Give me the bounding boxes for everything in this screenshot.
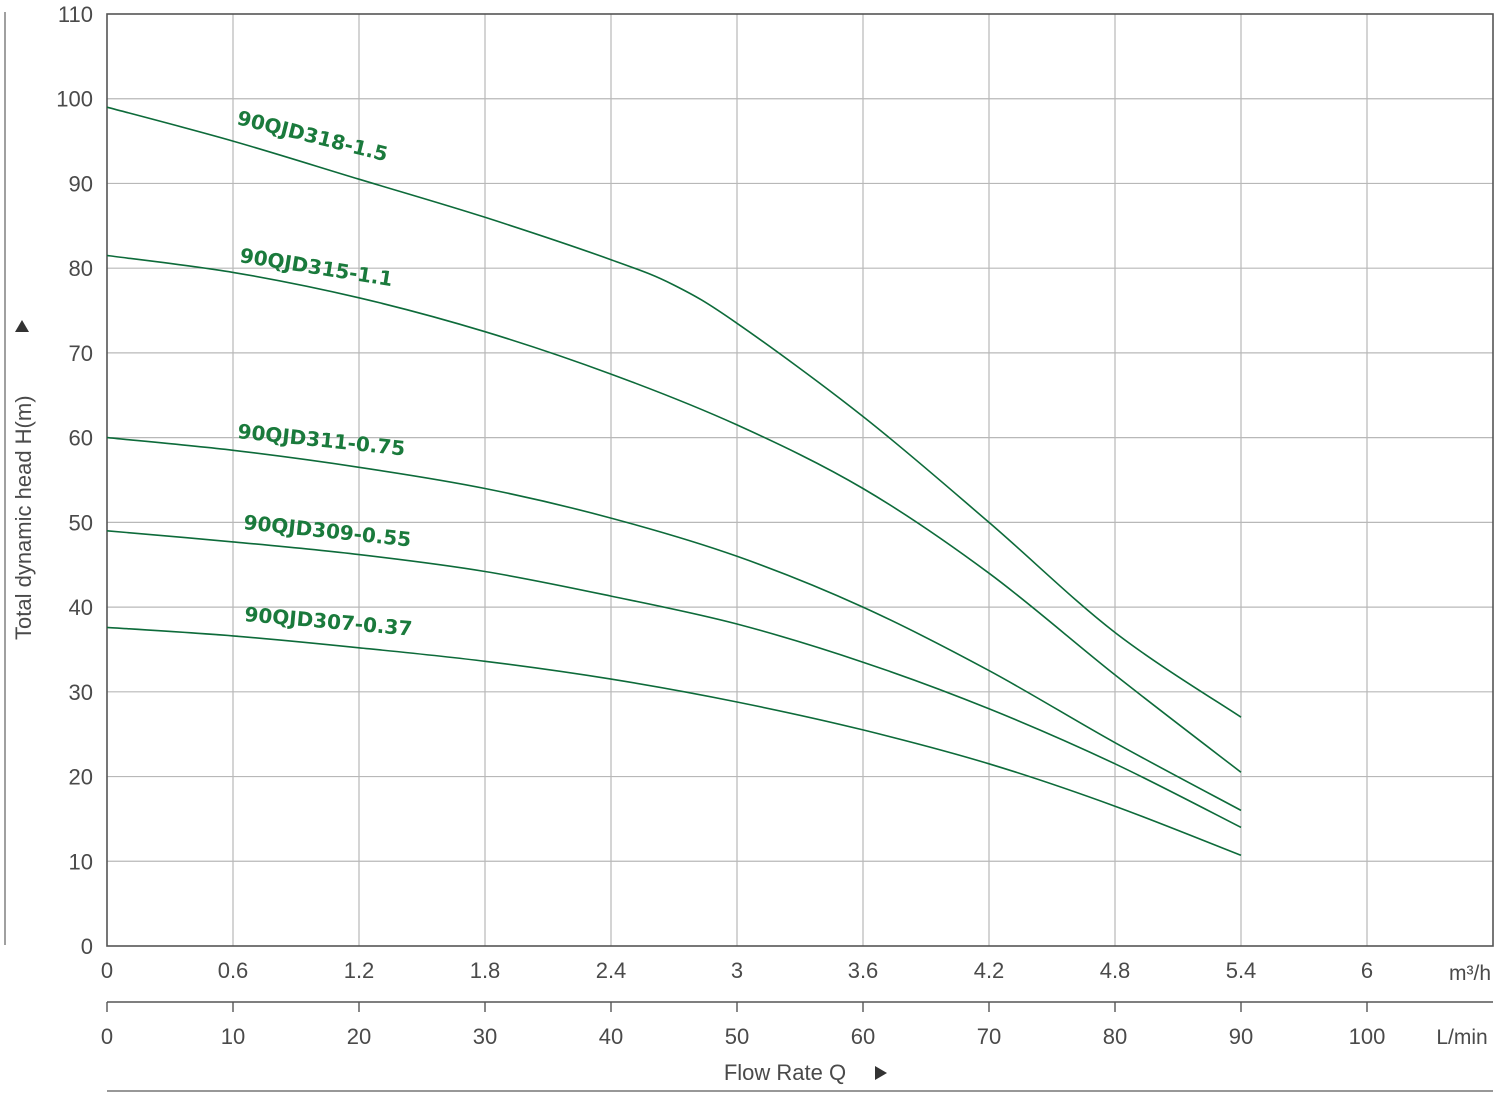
x-tick-label-lmin: 50 bbox=[725, 1024, 749, 1049]
y-axis-arrow-icon bbox=[15, 320, 29, 332]
x-tick-label-m3h: 0.6 bbox=[218, 958, 249, 983]
x-tick-label-lmin: 70 bbox=[977, 1024, 1001, 1049]
curves bbox=[106, 106, 1242, 857]
y-tick-label: 90 bbox=[69, 171, 93, 196]
curve-labels: 90QJD318-1.590QJD315-1.190QJD311-0.7590Q… bbox=[235, 106, 414, 641]
x-tick-label-lmin: 100 bbox=[1349, 1024, 1386, 1049]
x-tick-label-m3h: 6 bbox=[1361, 958, 1373, 983]
y-tick-label: 60 bbox=[69, 426, 93, 451]
x-tick-labels-m3h: 0 0.6 1.2 1.8 2.4 3 3.6 4.2 4.8 5.4 6 bbox=[101, 958, 1373, 983]
x-tick-label-lmin: 20 bbox=[347, 1024, 371, 1049]
curve-90QJD315-1.1 bbox=[106, 254, 1242, 773]
x-tick-label-lmin: 40 bbox=[599, 1024, 623, 1049]
y-tick-label: 0 bbox=[81, 934, 93, 959]
x-axis-arrow-icon bbox=[875, 1066, 887, 1080]
curve-90QJD309-0.55 bbox=[106, 530, 1242, 829]
y-axis-title: Total dynamic head H(m) bbox=[11, 395, 36, 640]
x-unit-lmin: L/min bbox=[1436, 1026, 1487, 1049]
y-tick-label: 10 bbox=[69, 849, 93, 874]
curve-90QJD318-1.5 bbox=[106, 106, 1242, 718]
y-tick-label: 70 bbox=[69, 341, 93, 366]
x-tick-labels-lmin: 0 10 20 30 40 50 60 70 80 90 100 bbox=[101, 1024, 1385, 1049]
y-tick-labels: 0 10 20 30 40 50 60 70 80 90 100 110 bbox=[56, 2, 93, 959]
grid-lines bbox=[107, 14, 1493, 946]
x-tick-label-lmin: 0 bbox=[101, 1024, 113, 1049]
x-tick-label-m3h: 1.8 bbox=[470, 958, 501, 983]
x-tick-label-m3h: 4.2 bbox=[974, 958, 1005, 983]
x-tick-label-m3h: 3 bbox=[731, 958, 743, 983]
x-unit-m3h: m³/h bbox=[1449, 962, 1491, 985]
lmin-axis-ticks bbox=[106, 1002, 1368, 1012]
x-tick-label-m3h: 5.4 bbox=[1226, 958, 1257, 983]
curve-90QJD311-0.75 bbox=[106, 436, 1242, 812]
curve-label-90QJD315-1.1: 90QJD315-1.1 bbox=[238, 243, 394, 291]
x-tick-label-lmin: 90 bbox=[1229, 1024, 1253, 1049]
x-tick-label-m3h: 0 bbox=[101, 958, 113, 983]
y-tick-label: 50 bbox=[69, 510, 93, 535]
x-tick-label-m3h: 2.4 bbox=[596, 958, 627, 983]
x-tick-label-lmin: 30 bbox=[473, 1024, 497, 1049]
x-tick-label-m3h: 1.2 bbox=[344, 958, 375, 983]
y-tick-label: 40 bbox=[69, 595, 93, 620]
x-axis-title: Flow Rate Q bbox=[724, 1060, 846, 1085]
y-tick-label: 110 bbox=[58, 2, 93, 27]
y-tick-label: 20 bbox=[69, 765, 93, 790]
curve-label-90QJD318-1.5: 90QJD318-1.5 bbox=[235, 106, 391, 167]
x-tick-label-lmin: 10 bbox=[221, 1024, 245, 1049]
y-tick-label: 30 bbox=[69, 680, 93, 705]
x-tick-label-m3h: 3.6 bbox=[848, 958, 879, 983]
x-tick-label-m3h: 4.8 bbox=[1100, 958, 1131, 983]
x-tick-label-lmin: 60 bbox=[851, 1024, 875, 1049]
y-tick-label: 100 bbox=[56, 87, 93, 112]
curve-label-90QJD307-0.37: 90QJD307-0.37 bbox=[244, 602, 414, 641]
plot-frame bbox=[106, 13, 1494, 947]
x-tick-label-lmin: 80 bbox=[1103, 1024, 1127, 1049]
y-tick-label: 80 bbox=[69, 256, 93, 281]
curve-90QJD307-0.37 bbox=[106, 626, 1242, 857]
